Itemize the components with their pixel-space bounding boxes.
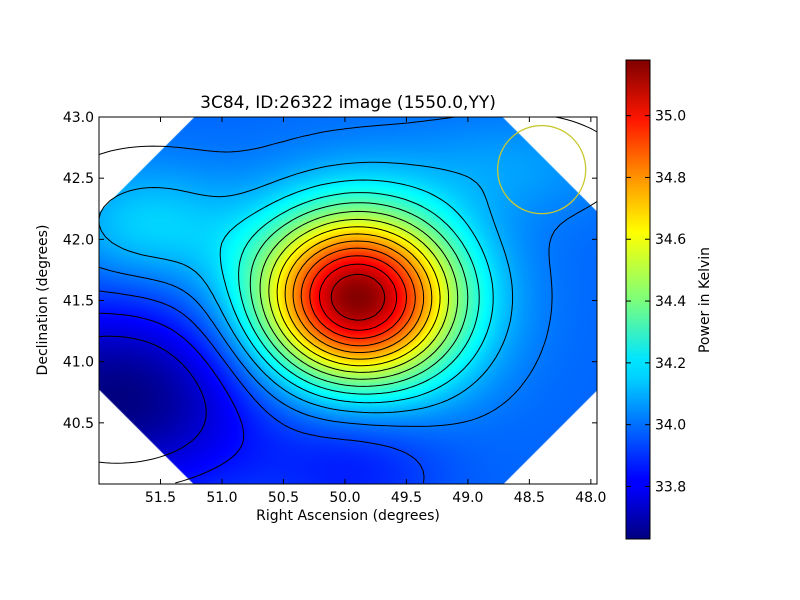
y-tick-label: 41.0	[63, 355, 94, 371]
contour-line	[219, 179, 494, 404]
contour-line	[268, 218, 450, 373]
contour-lines	[99, 117, 597, 484]
contour-line	[309, 255, 407, 339]
contour-line	[259, 210, 459, 380]
y-tick-label: 41.5	[63, 294, 94, 310]
contour-line	[292, 240, 425, 353]
colorbar-tick-label: 34.4	[655, 294, 686, 310]
contour-line	[284, 233, 433, 360]
x-tick-label: 51.0	[206, 490, 237, 506]
colorbar-tick-label: 34.8	[655, 170, 686, 186]
contour-line	[318, 263, 398, 331]
y-axis-label: Declination (degrees)	[35, 225, 51, 376]
heatmap-plot	[99, 117, 597, 484]
colorbar-tick-label: 34.0	[655, 418, 686, 434]
y-axis-ticks: 40.5 41.0 41.5 42.0 42.5 43.0	[63, 110, 597, 432]
x-tick-label: 51.5	[145, 490, 176, 506]
colorbar-label: Power in Kelvin	[697, 247, 713, 353]
y-tick-label: 42.0	[63, 232, 94, 248]
contour-line	[300, 247, 416, 347]
x-tick-label: 50.0	[329, 490, 360, 506]
contour-line	[99, 335, 207, 464]
colorbar-ticks: 33.8 34.0 34.2 34.4 34.6 34.8 35.0	[626, 109, 686, 495]
contour-line	[249, 202, 469, 387]
colorbar-tick-label: 34.2	[655, 356, 686, 372]
x-tick-label: 48.0	[575, 490, 606, 506]
y-tick-label: 42.5	[63, 171, 94, 187]
chart-title: 3C84, ID:26322 image (1550.0,YY)	[200, 93, 496, 113]
contour-line	[99, 312, 245, 484]
colorbar	[625, 59, 651, 540]
contour-line	[276, 226, 441, 367]
x-tick-label: 50.5	[268, 490, 299, 506]
contour-line	[99, 161, 514, 414]
contour-line	[330, 273, 386, 321]
contour-line	[99, 117, 597, 427]
x-tick-label: 49.0	[452, 490, 483, 506]
colorbar-tick-label: 33.8	[655, 479, 686, 495]
heatmap-image	[99, 117, 597, 484]
x-tick-label: 48.5	[514, 490, 545, 506]
colorbar-tick-label: 34.6	[655, 232, 686, 248]
colorbar-tick-label: 35.0	[655, 109, 686, 125]
beam-circle	[496, 124, 587, 215]
y-tick-label: 43.0	[63, 110, 94, 126]
x-axis-ticks: 51.5 51.0 50.5 50.0 49.5 49.0 48.5 48.0	[145, 117, 606, 506]
contour-line	[238, 192, 480, 395]
y-tick-label: 40.5	[63, 416, 94, 432]
x-tick-label: 49.5	[391, 490, 422, 506]
x-axis-label: Right Ascension (degrees)	[256, 508, 440, 524]
